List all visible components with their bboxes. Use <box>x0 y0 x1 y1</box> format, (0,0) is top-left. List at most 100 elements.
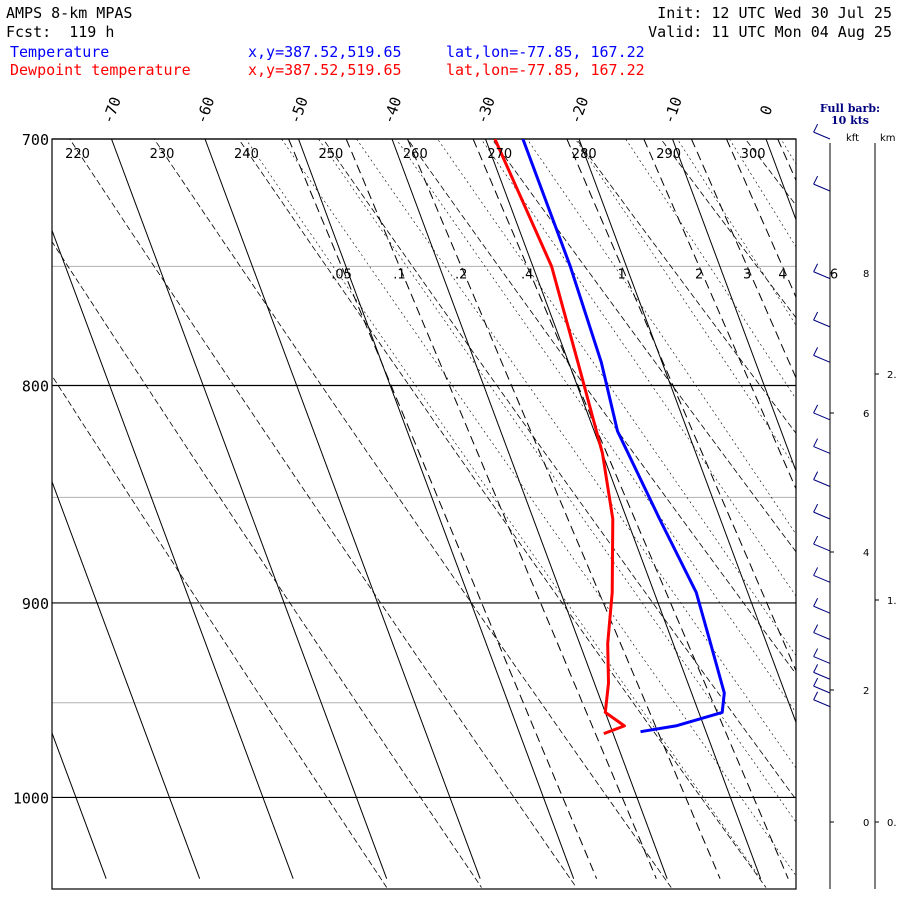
barb-staff <box>813 543 831 552</box>
barb-staff <box>813 131 831 140</box>
intermediate-isobars <box>52 265 796 704</box>
moist-adiabats <box>245 112 900 879</box>
kft-unit-label: kft <box>846 133 860 144</box>
moist-adiabat-line <box>816 112 900 878</box>
barb-flag <box>813 175 819 185</box>
moist-adiabat-line <box>780 139 796 165</box>
kft-tick-label: 4 <box>863 548 869 559</box>
mixing-ratio-line <box>566 139 796 672</box>
dry-adiabat-line <box>407 139 796 675</box>
dry-adiabat-label: 280 <box>572 147 597 162</box>
dewpoint-profile <box>493 139 626 736</box>
temperature-tick-label: -50 <box>286 94 312 126</box>
isotherm-line <box>672 139 796 473</box>
dry-adiabat-label: 270 <box>487 147 512 162</box>
dewpoint-latlon: lat,lon=-77.85, 167.22 <box>446 61 645 79</box>
mixing-ratio-label: 6 <box>830 268 838 283</box>
temperature-latlon: lat,lon=-77.85, 167.22 <box>446 43 645 61</box>
pressure-tick-label: 800 <box>22 378 49 396</box>
dewpoint-gridpoint: x,y=387.52,519.65 <box>248 61 402 79</box>
temperature-tick-label: -60 <box>192 94 218 126</box>
dry-adiabat-label: 230 <box>150 147 175 162</box>
wind-barb <box>813 598 831 614</box>
isotherm-line <box>111 139 388 879</box>
wind-barb <box>813 311 831 328</box>
mixing-ratio-label: 4 <box>778 268 786 283</box>
dry-adiabat-line <box>809 112 900 887</box>
wind-barbs <box>813 123 831 708</box>
isotherm-line <box>391 139 668 879</box>
barb-staff <box>813 511 831 520</box>
isotherm-line <box>204 139 481 879</box>
moist-adiabat-line <box>625 139 796 400</box>
dry-adiabat-line <box>52 375 388 888</box>
moist-adiabat-line <box>865 112 900 878</box>
mixing-ratio-line <box>472 139 789 879</box>
barb-staff <box>813 632 831 640</box>
mixing-ratio-label: .05 <box>331 268 352 283</box>
barb-staff <box>813 354 831 363</box>
barb-legend: Full barb: 10 kts <box>808 103 892 127</box>
kft-tick-label: 2 <box>863 686 869 697</box>
barb-staff <box>813 479 831 487</box>
temperature-tick-label: 0 <box>756 103 776 118</box>
barb-staff <box>813 446 831 454</box>
isotherm-line <box>765 139 796 222</box>
moist-adiabat-line <box>245 139 761 879</box>
wind-barb <box>813 677 831 694</box>
mixing-ratio-label: 3 <box>743 268 751 283</box>
mixing-ratio-label: .2 <box>455 268 467 283</box>
dry-adiabat-line <box>744 139 796 206</box>
mixing-ratio-line <box>643 139 796 491</box>
moist-adiabat-line <box>281 139 796 877</box>
temperature-gridpoint: x,y=387.52,519.65 <box>248 43 402 61</box>
barb-legend-line1: Full barb: <box>819 102 881 115</box>
moist-adiabat-line <box>676 139 796 326</box>
isotherm-line <box>860 139 900 879</box>
barb-staff <box>813 574 831 583</box>
km-tick-label: 0. <box>887 818 897 829</box>
mixing-ratio-label: .4 <box>521 268 533 283</box>
kft-tick-label: 8 <box>863 269 869 280</box>
dry-adiabat-label: 290 <box>656 147 681 162</box>
isotherm-line <box>578 139 796 724</box>
barb-staff <box>813 685 831 694</box>
wind-barb <box>813 471 831 487</box>
barb-staff <box>813 656 831 664</box>
pressure-tick-label: 1000 <box>13 789 49 807</box>
barb-flag <box>813 664 819 673</box>
barb-staff <box>813 183 831 192</box>
wind-barb <box>813 664 831 680</box>
mixing-ratio-label: 1 <box>618 268 626 283</box>
moist-adiabat-line <box>480 139 796 597</box>
mixing-ratio-line <box>345 139 657 879</box>
dry-adiabat-label: 260 <box>403 147 428 162</box>
moist-adiabat-line <box>729 139 796 248</box>
barb-staff <box>813 271 831 280</box>
moist-adiabat-line <box>395 139 796 714</box>
km-tick-label: 1. <box>887 596 897 607</box>
isotherm-line <box>52 228 294 879</box>
barb-flag <box>813 123 819 133</box>
barb-flag <box>813 263 819 272</box>
barb-staff <box>813 605 831 614</box>
dry-adiabat-line <box>238 139 767 888</box>
mixing-ratio-label: 2 <box>695 268 703 283</box>
barb-flag <box>813 598 819 607</box>
dry-adiabats <box>52 112 900 888</box>
mixing-ratio-lines <box>288 139 796 879</box>
mixing-ratio-line <box>407 139 721 879</box>
barb-staff <box>813 699 831 708</box>
temperature-tick-label: -30 <box>473 94 499 126</box>
barb-legend-line2: 10 kts <box>830 114 870 127</box>
dry-adiabat-label: 300 <box>741 147 766 162</box>
barb-flag <box>813 404 819 414</box>
wind-barb <box>813 503 831 520</box>
dry-adiabat-line <box>575 139 796 434</box>
dry-adiabat-line <box>153 139 672 888</box>
kft-tick-label: 6 <box>863 409 869 420</box>
barb-flag <box>813 624 819 633</box>
mixing-ratio-line <box>288 139 598 879</box>
mixing-ratio-label: .1 <box>393 268 405 283</box>
dry-adiabat-line <box>322 139 796 801</box>
